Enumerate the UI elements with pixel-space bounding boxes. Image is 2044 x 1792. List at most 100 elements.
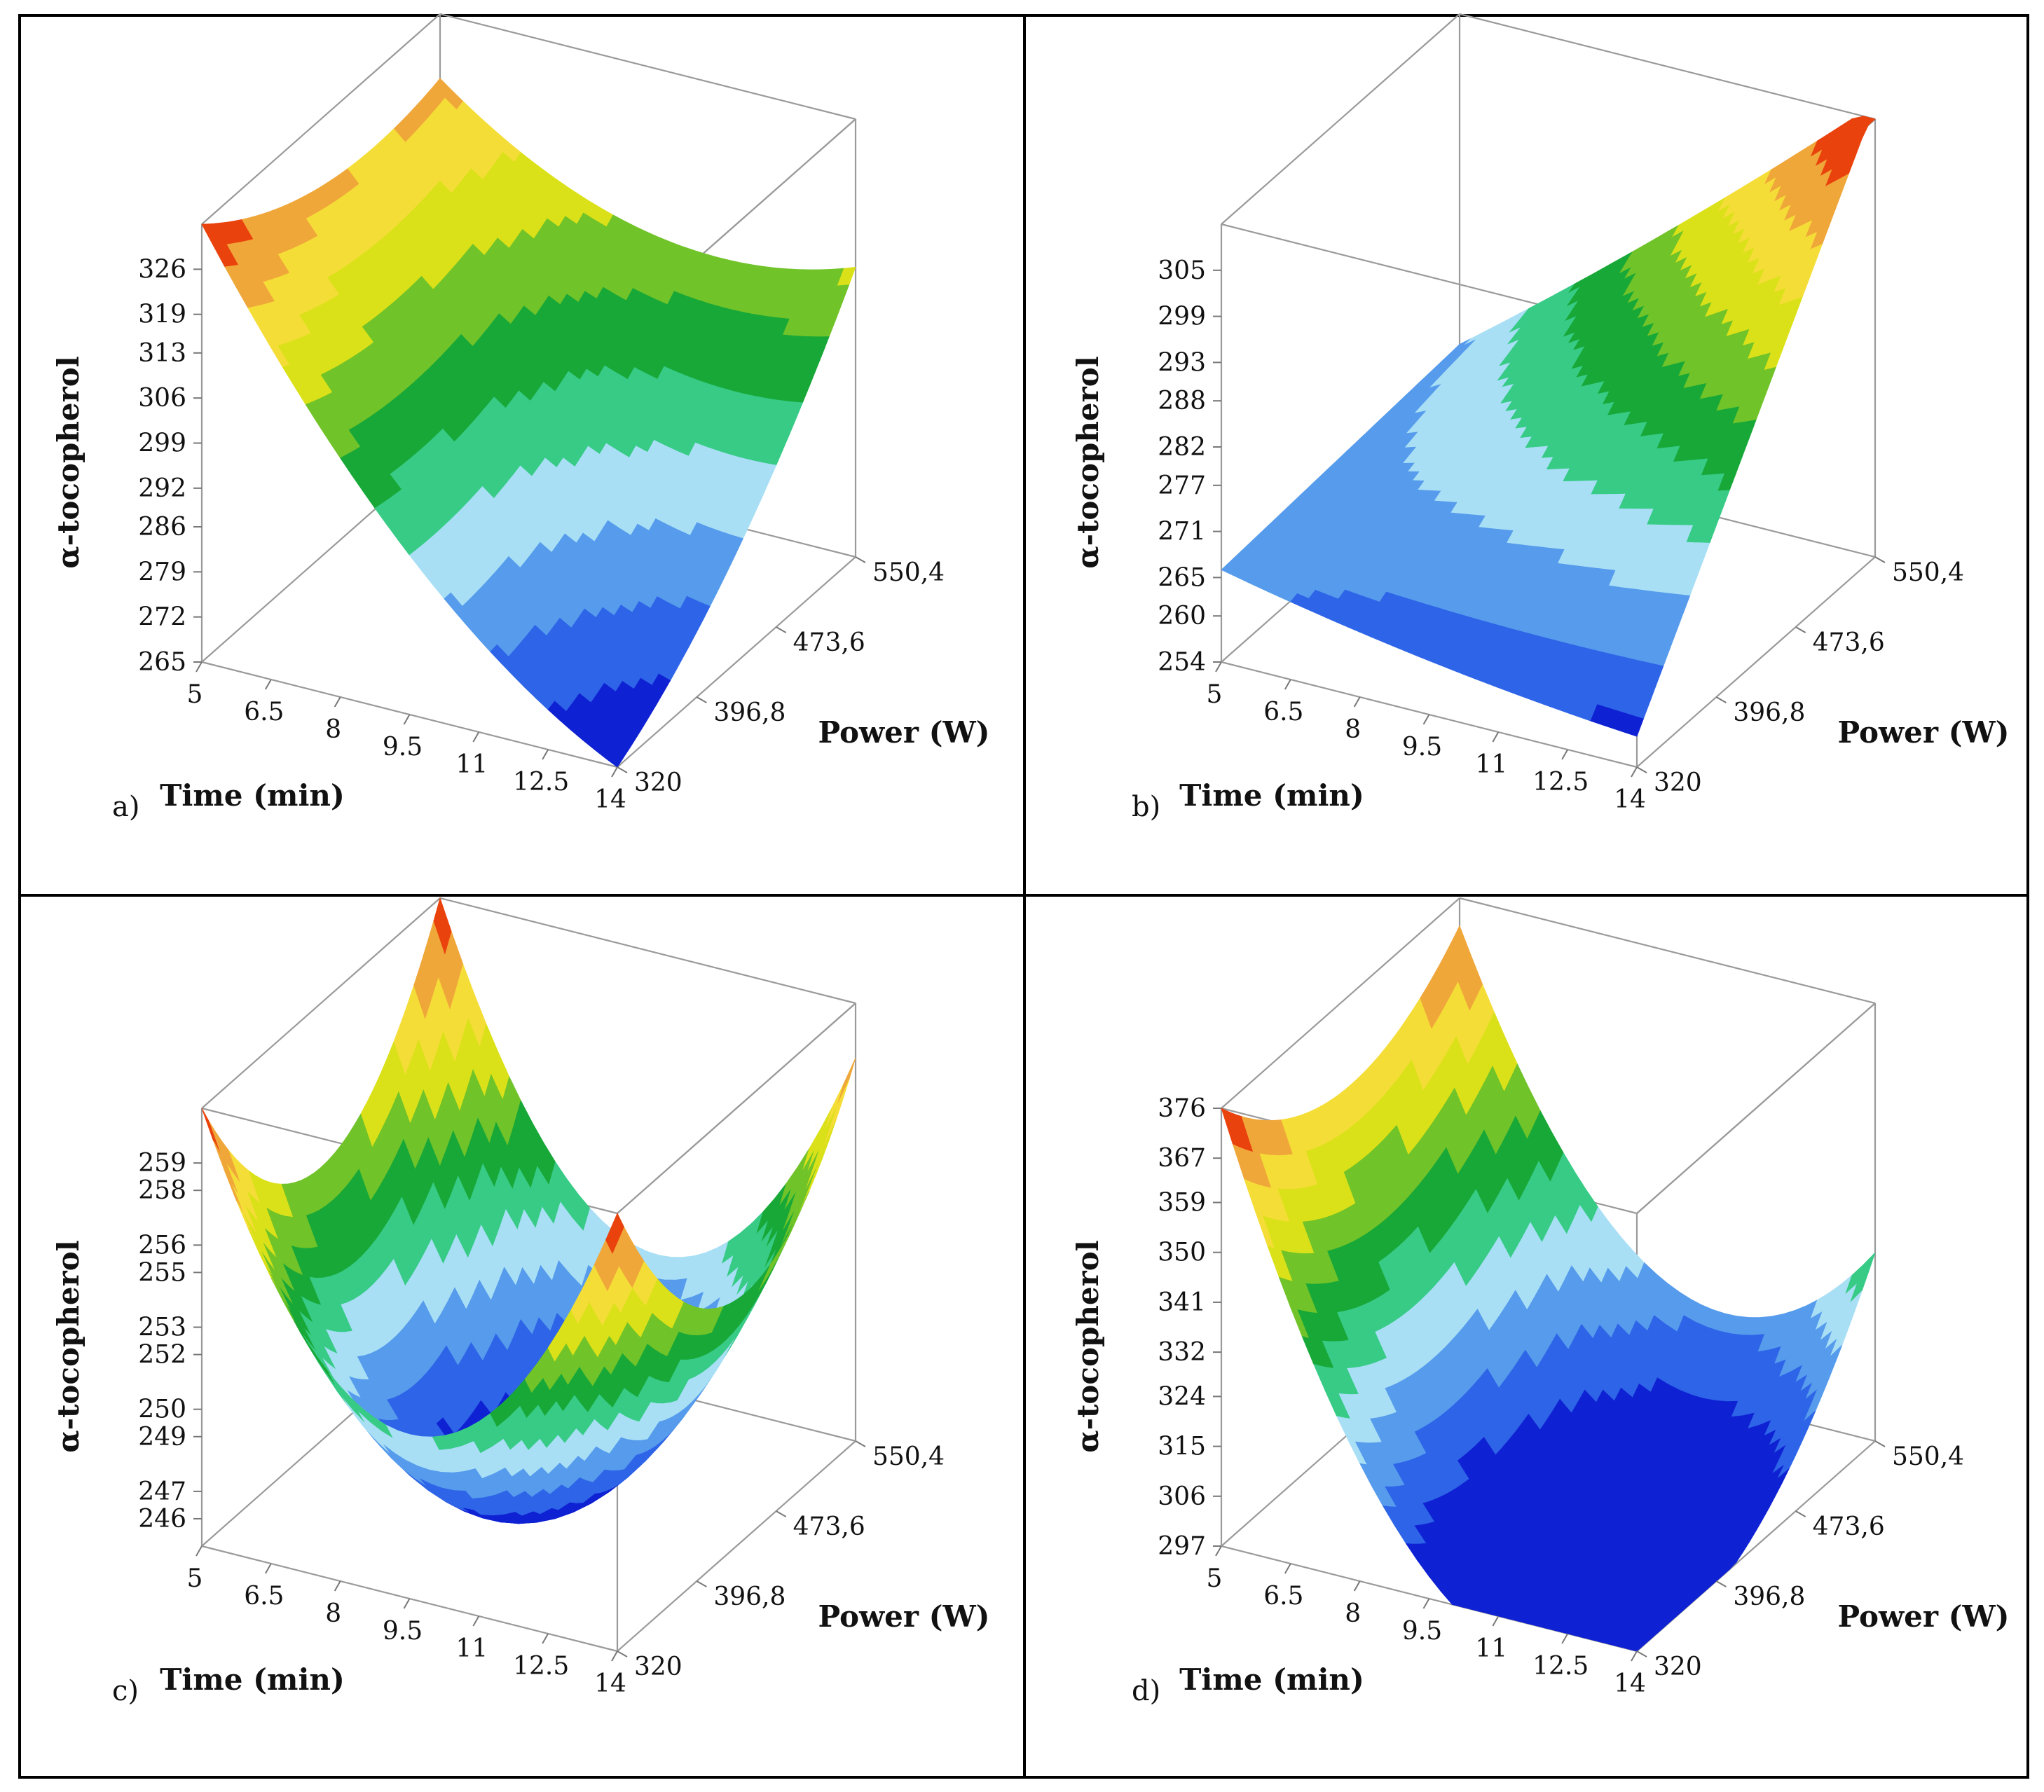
- z-tick-label: 254: [1158, 648, 1206, 677]
- x-tick: [1285, 680, 1291, 689]
- y-axis-title: Power (W): [818, 715, 989, 750]
- box-edge: [1460, 14, 1875, 119]
- x-tick: [1354, 697, 1360, 707]
- x-tick-label: 8: [325, 715, 341, 744]
- y-tick: [697, 697, 706, 703]
- x-tick-label: 6.5: [244, 698, 284, 726]
- x-tick-label: 9.5: [383, 1617, 423, 1646]
- z-axis-title: α-tocopherol: [1071, 356, 1105, 568]
- z-tick-label: 326: [138, 255, 186, 284]
- z-tick-label: 247: [138, 1477, 186, 1506]
- chart-panel-a: 26527227928629229930631331932656.589.511…: [51, 14, 990, 823]
- z-tick-label: 299: [138, 429, 186, 458]
- y-tick: [776, 627, 786, 633]
- x-tick-label: 5: [1207, 680, 1223, 709]
- z-tick-label: 258: [138, 1176, 186, 1205]
- x-tick-label: 5: [187, 1564, 203, 1593]
- z-tick-label: 259: [138, 1149, 186, 1178]
- panel-label: b): [1132, 791, 1160, 823]
- x-tick: [542, 1634, 548, 1643]
- x-tick: [196, 1546, 202, 1556]
- x-tick-label: 14: [1614, 785, 1646, 814]
- z-axis-title: α-tocopherol: [51, 1240, 85, 1452]
- z-tick-label: 282: [1158, 433, 1206, 462]
- response-surface: [202, 78, 856, 767]
- box-edge: [440, 14, 856, 119]
- response-surface: [1221, 926, 1875, 1651]
- y-tick-label: 320: [634, 769, 683, 797]
- x-tick-label: 12.5: [1532, 768, 1589, 797]
- surface-cell: [202, 1108, 220, 1152]
- panel-label: a): [112, 791, 139, 823]
- surface-cell: [831, 1080, 849, 1126]
- y-tick-label: 473,6: [793, 628, 865, 657]
- box-edge: [1221, 14, 1460, 224]
- y-tick: [1796, 627, 1806, 633]
- x-tick-label: 9.5: [383, 733, 423, 761]
- z-tick-label: 286: [138, 513, 186, 542]
- x-tick: [1493, 732, 1498, 742]
- y-tick-label: 473,6: [1813, 628, 1885, 657]
- z-tick-label: 288: [1158, 387, 1206, 415]
- x-tick-label: 14: [594, 785, 626, 814]
- z-tick-label: 271: [1158, 518, 1206, 546]
- box-edge: [1460, 898, 1875, 1003]
- z-tick-label: 319: [138, 301, 186, 329]
- panel-label: c): [112, 1675, 139, 1707]
- y-tick: [1875, 557, 1885, 563]
- z-tick-label: 293: [1158, 348, 1206, 377]
- x-tick-label: 8: [325, 1599, 341, 1628]
- z-tick-label: 265: [1158, 563, 1206, 592]
- chart-panel-d: 29730631532433234135035936737656.589.511…: [1071, 898, 2010, 1707]
- z-tick-label: 306: [138, 384, 186, 413]
- x-tick: [612, 1651, 617, 1661]
- x-tick: [1562, 750, 1568, 759]
- z-tick-label: 279: [138, 558, 186, 586]
- y-tick: [1716, 697, 1726, 703]
- x-tick-label: 14: [594, 1669, 626, 1698]
- x-axis-title: Time (min): [160, 1662, 345, 1697]
- x-tick: [542, 750, 548, 759]
- x-tick: [266, 1564, 271, 1573]
- x-tick: [1216, 662, 1221, 672]
- y-tick-label: 396,8: [713, 698, 786, 727]
- x-tick: [196, 662, 202, 672]
- box-edge: [1637, 1003, 1875, 1213]
- x-tick: [404, 715, 410, 724]
- z-tick-label: 305: [1158, 256, 1206, 285]
- z-tick-label: 265: [138, 648, 186, 677]
- x-tick: [612, 767, 617, 777]
- x-axis-title: Time (min): [1179, 778, 1364, 813]
- x-tick-label: 11: [455, 750, 488, 779]
- chart-panel-c: 24624724925025225325525625825956.589.511…: [51, 898, 990, 1707]
- y-tick-label: 396,8: [713, 1583, 786, 1611]
- x-tick: [1424, 715, 1429, 724]
- y-tick: [856, 557, 865, 563]
- z-tick-label: 292: [138, 474, 186, 503]
- x-tick-label: 11: [455, 1634, 488, 1663]
- x-tick: [1631, 767, 1637, 777]
- x-tick-label: 6.5: [244, 1582, 284, 1611]
- y-tick-label: 550,4: [872, 1442, 945, 1471]
- surface-cell: [837, 1058, 856, 1105]
- y-tick-label: 550,4: [872, 558, 945, 587]
- z-tick-label: 272: [138, 603, 186, 632]
- z-tick-label: 299: [1158, 303, 1206, 331]
- box-edge: [440, 898, 856, 1003]
- z-tick-label: 255: [138, 1258, 186, 1287]
- y-tick-label: 473,6: [793, 1512, 865, 1541]
- y-tick: [617, 767, 627, 773]
- y-tick: [617, 1651, 627, 1657]
- z-tick-label: 253: [138, 1314, 186, 1342]
- x-tick-label: 12.5: [513, 1652, 569, 1681]
- x-tick: [473, 1616, 479, 1626]
- x-tick: [473, 732, 479, 742]
- surface-cell: [208, 1120, 226, 1164]
- x-tick-label: 6.5: [1263, 698, 1303, 726]
- x-tick-label: 12.5: [513, 768, 569, 797]
